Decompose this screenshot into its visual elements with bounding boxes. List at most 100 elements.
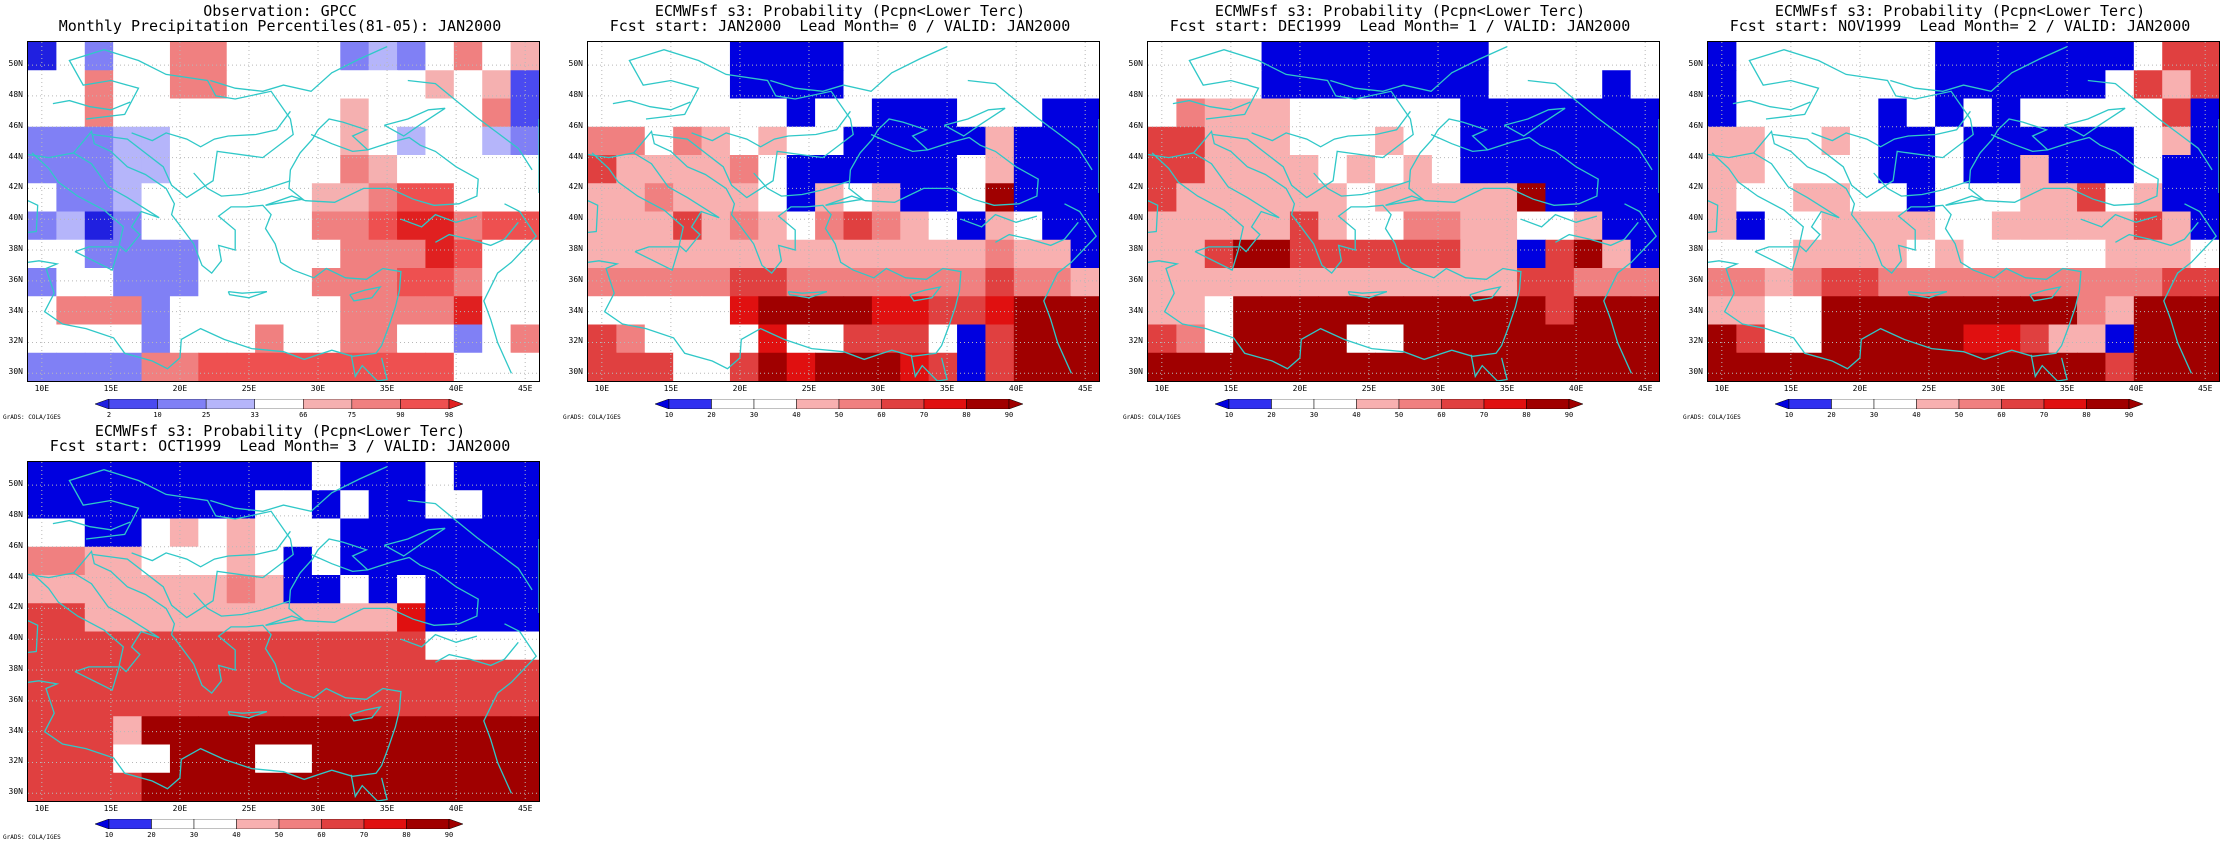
grid-cell [815,352,845,381]
grid-cell [283,518,313,548]
grads-credit: GrADS: COLA/IGES [3,414,61,421]
lon-label: 40E [1568,384,1584,393]
grid-cell [482,490,512,520]
grid-cell [397,688,427,717]
grid-cell [900,268,930,297]
grid-cell [482,126,512,156]
grid-cell [425,603,455,633]
grid-cell [729,352,759,381]
coastline [1748,49,1974,199]
grid-cell [2133,352,2163,381]
grid-cell [1204,211,1234,241]
grid-cell [2105,126,2135,156]
grid-cell [1602,98,1632,128]
grid-cell [1991,183,2021,213]
grid-cell [1906,70,1936,100]
grid-cell [1764,296,1794,326]
grid-cell [311,744,341,774]
grid-cell [226,603,256,633]
colorbar-segment [321,819,365,829]
grid-cell [169,155,199,184]
grid-cell [255,352,285,381]
grid-cell [644,98,674,128]
grid-cell [1793,211,1823,241]
grid-cell [198,296,228,326]
lon-label: 20E [1292,384,1308,393]
grid-cell [141,352,171,381]
grid-cell [786,98,816,128]
colorbar-label: 70 [2039,411,2049,419]
grid-cell [169,462,199,491]
grid-cell [673,324,703,354]
colorbar-segment [966,399,1010,409]
grid-cell [397,268,427,297]
colorbar-segment [157,399,207,409]
grads-credit: GrADS: COLA/IGES [3,834,61,841]
grid-cell [1013,239,1043,269]
lat-label: 44N [1688,151,1703,161]
grid-cell [1963,42,1993,71]
grid-cell [84,42,114,71]
colorbar-label: 50 [834,411,844,419]
lat-label: 44N [1128,151,1143,161]
grid-cell [482,211,512,241]
grid-cell [1176,155,1206,184]
coastline [1385,118,1599,206]
lat-label: 32N [8,756,23,766]
grid-cell [1148,70,1177,100]
grid-cell [1517,42,1547,71]
lon-label: 35E [1499,384,1515,393]
grid-cell [453,296,483,326]
lat-label: 44N [8,571,23,581]
grid-cell [2190,155,2219,184]
coastline [1330,46,1508,93]
grid-cell [2162,268,2192,297]
grid-cell [701,98,731,128]
coastline [634,246,681,272]
grid-cell [1764,352,1794,381]
lon-label: 10E [34,804,50,813]
grid-cell [1261,155,1291,184]
grid-cell [28,518,57,548]
grid-cell [1991,155,2021,184]
colorbar-segment [1313,399,1357,409]
grid-cell [425,716,455,746]
grid-cell [1764,155,1794,184]
grid-cell [1849,98,1879,128]
grid-cell [1233,126,1263,156]
map-area [587,41,1100,382]
lat-label: 40N [1128,213,1143,223]
coastline [483,203,538,374]
grid-cell [453,268,483,297]
grid-cell [1602,70,1632,100]
coastline [870,133,928,153]
colorbar-segment [448,399,463,409]
grid-cell [425,518,455,548]
grid-cell [588,126,617,156]
colorbar-label: 90 [1564,411,1574,419]
grid-cell [1849,352,1879,381]
grid-cell [1204,268,1234,297]
panel-title-line1: ECMWFsf s3: Probability (Pcpn<Lower Terc… [94,422,466,440]
grid-cell [588,183,617,213]
grid-cell [1736,296,1766,326]
grid-cell [1517,155,1547,184]
coastline [1527,79,1653,171]
grid-cell [843,98,873,128]
grid-cell [340,659,370,689]
grid-cell [1963,324,1993,354]
grid-cell [644,352,674,381]
grid-cell [957,324,987,354]
grid-cell [1991,239,2021,269]
grid-cell [368,155,398,184]
grid-cell [226,490,256,520]
grid-cell [701,268,731,297]
grid-cell [843,268,873,297]
grid-cell [368,631,398,661]
grid-cell [510,603,539,633]
lat-label: 48N [1128,89,1143,99]
grid-cell [1821,70,1851,100]
lat-label: 44N [568,151,583,161]
colorbar-segment [1526,399,1570,409]
lon-label: 40E [2128,384,2144,393]
